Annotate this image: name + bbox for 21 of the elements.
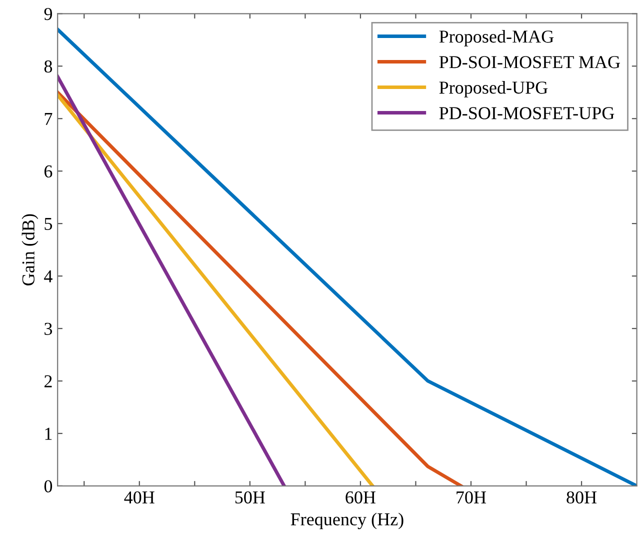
x-tick-label: 60H <box>346 491 376 504</box>
y-tick-label: 7 <box>44 113 52 125</box>
y-tick-label: 2 <box>44 375 52 388</box>
legend-label: PD-SOI-MOSFET-UPG <box>439 107 614 120</box>
y-tick-label: 4 <box>44 270 52 282</box>
y-tick-label: 9 <box>44 8 52 20</box>
x-tick-label: 50H <box>235 491 265 504</box>
legend-label: PD-SOI-MOSFET MAG <box>439 56 620 68</box>
x-tick-label: 40H <box>124 491 154 504</box>
y-tick-label: 1 <box>45 428 52 440</box>
y-tick-label: 5 <box>44 218 52 230</box>
x-axis-title: Frequency (Hz) <box>290 512 404 530</box>
y-tick-label: 6 <box>44 165 52 178</box>
y-axis-title: Gain (dB) <box>22 214 38 286</box>
x-tick-label: 70H <box>456 491 486 504</box>
y-tick-label: 3 <box>44 322 52 335</box>
x-tick-label: 80H <box>566 491 597 504</box>
y-tick-label: 8 <box>44 60 52 73</box>
legend-label: Proposed-MAG <box>439 30 554 46</box>
y-tick-label: 0 <box>44 480 52 492</box>
legend-label: Proposed-UPG <box>439 81 548 98</box>
